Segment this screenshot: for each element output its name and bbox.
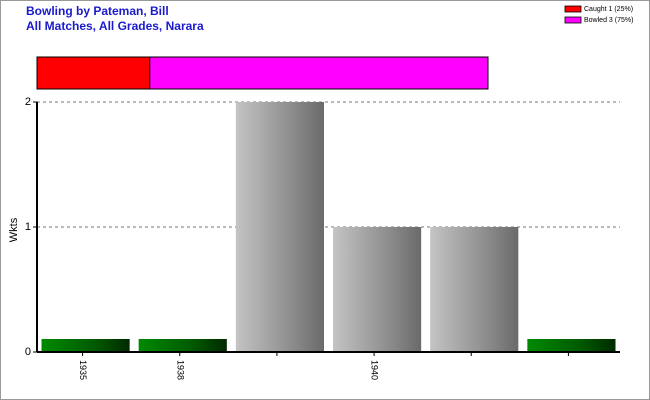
bar [138,339,227,352]
x-tick-label: 1938 [175,360,185,380]
summary-segment [36,56,151,90]
y-tick-label: 1 [25,221,31,233]
legend-label: Bowled 3 (75%) [584,17,633,24]
y-tick-label: 2 [25,96,31,108]
bar [430,227,519,352]
y-axis-label: Wkts [8,217,20,242]
x-tick-label: 1940 [370,360,380,380]
bar [41,339,130,352]
x-tick-label: 1935 [78,360,88,380]
legend-swatch [564,5,582,13]
chart-title: Bowling by Pateman, Bill [26,4,169,18]
chart-subtitle: All Matches, All Grades, Narara [26,19,204,33]
bar [333,227,422,352]
bar [527,339,616,352]
legend-label: Caught 1 (25%) [584,6,633,13]
bar [235,102,324,352]
y-tick-label: 0 [25,346,31,358]
summary-segment [149,56,489,90]
legend-swatch [564,16,582,24]
